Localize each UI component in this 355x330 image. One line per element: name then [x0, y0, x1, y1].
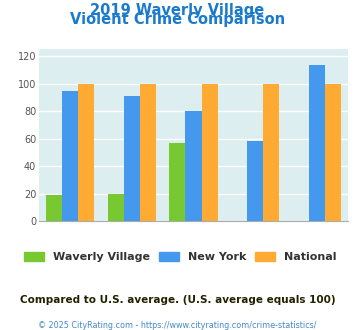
Bar: [247, 142, 263, 221]
Legend: Waverly Village, New York, National: Waverly Village, New York, National: [20, 248, 341, 267]
Bar: [325, 84, 341, 221]
Bar: [78, 84, 94, 221]
Text: Compared to U.S. average. (U.S. average equals 100): Compared to U.S. average. (U.S. average …: [20, 295, 335, 305]
Bar: [108, 194, 124, 221]
Text: 2019 Waverly Village: 2019 Waverly Village: [91, 3, 264, 18]
Bar: [124, 96, 140, 221]
Text: Violent Crime Comparison: Violent Crime Comparison: [70, 12, 285, 26]
Bar: [202, 84, 218, 221]
Bar: [46, 195, 62, 221]
Bar: [140, 84, 156, 221]
Bar: [263, 84, 279, 221]
Text: © 2025 CityRating.com - https://www.cityrating.com/crime-statistics/: © 2025 CityRating.com - https://www.city…: [38, 321, 317, 330]
Bar: [185, 111, 202, 221]
Bar: [309, 65, 325, 221]
Bar: [169, 143, 185, 221]
Bar: [62, 91, 78, 221]
